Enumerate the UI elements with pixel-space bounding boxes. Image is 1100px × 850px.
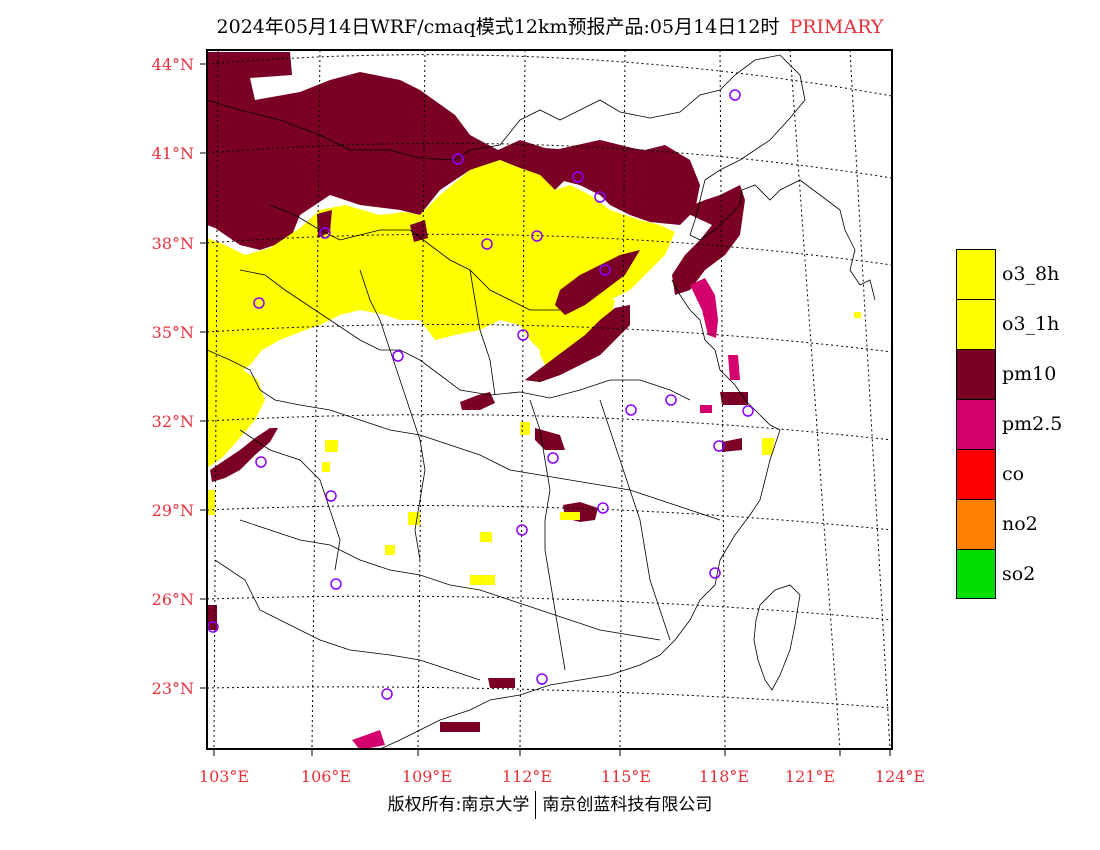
boundaries [207,54,876,749]
lon-label-106: 106°E [301,767,351,786]
lat-label-29: 29°N [152,501,194,520]
copyright-right: 南京创蓝科技有限公司 [542,795,713,815]
legend-item: o3_8h [956,249,1062,299]
lon-axis: 103°E 106°E 109°E 112°E 115°E 118°E 121°… [199,749,925,786]
lat-label-41: 41°N [152,144,194,163]
legend-item: so2 [956,549,1062,599]
lon-label-115: 115°E [601,767,651,786]
map-plot-area [207,50,892,749]
legend-item: o3_1h [956,299,1062,349]
copyright-footer: 版权所有:南京大学 南京创蓝科技有限公司 [0,790,1100,819]
copyright-left: 版权所有:南京大学 [387,795,530,815]
lon-label-109: 109°E [402,767,452,786]
legend-swatch [956,549,996,599]
primary-tag: PRIMARY [789,16,884,38]
station-markers [207,89,754,700]
lat-label-44: 44°N [152,55,194,74]
lon-label-124: 124°E [875,767,925,786]
lat-label-26: 26°N [152,590,194,609]
legend-label: so2 [1002,563,1036,585]
lat-label-32: 32°N [152,412,194,431]
lon-label-118: 118°E [699,767,749,786]
legend-swatch [956,399,996,449]
legend-label: pm10 [1002,363,1057,385]
legend-item: co [956,449,1062,499]
title-text: 2024年05月14日WRF/cmaq模式12km预报产品:05月14日12时 [216,16,780,38]
legend-swatch [956,499,996,549]
lon-label-121: 121°E [785,767,835,786]
lat-axis: 44°N 41°N 38°N 35°N 32°N 29°N 26°N 23°N [152,55,207,698]
legend-item: no2 [956,499,1062,549]
legend-item: pm10 [956,349,1062,399]
legend-item: pm2.5 [956,399,1062,449]
legend-swatch [956,249,996,299]
legend-swatch [956,349,996,399]
legend-label: o3_1h [1002,313,1060,335]
lat-label-35: 35°N [152,323,194,342]
lat-label-38: 38°N [152,234,194,253]
pm10-field [207,52,745,732]
footer-separator [535,791,537,819]
lat-label-23: 23°N [152,679,194,698]
pollutant-legend: o3_8h o3_1h pm10 pm2.5 co no2 so2 [956,249,1062,599]
pm25-field [352,278,740,749]
legend-swatch [956,299,996,349]
lon-label-103: 103°E [199,767,249,786]
o3-field [207,160,861,585]
graticule [207,50,892,749]
map-frame [206,49,893,750]
legend-label: o3_8h [1002,263,1060,285]
pm10-overlay [317,140,748,452]
legend-label: co [1002,463,1025,485]
map-title: 2024年05月14日WRF/cmaq模式12km预报产品:05月14日12时 P… [0,12,1100,39]
legend-swatch [956,449,996,499]
legend-label: pm2.5 [1002,413,1063,435]
legend-label: no2 [1002,513,1038,535]
lon-label-112: 112°E [502,767,552,786]
